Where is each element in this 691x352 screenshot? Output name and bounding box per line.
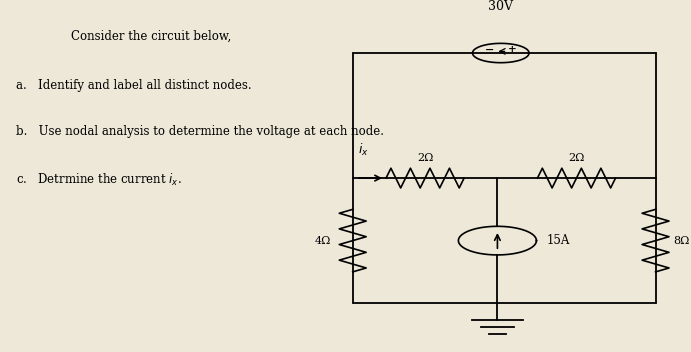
Text: +: +: [508, 45, 517, 54]
Text: 2Ω: 2Ω: [568, 153, 585, 163]
Text: $i_x$: $i_x$: [358, 142, 369, 158]
Text: c.   Detrmine the current $i_x$.: c. Detrmine the current $i_x$.: [16, 171, 182, 188]
Text: 30V: 30V: [489, 0, 513, 13]
Text: Consider the circuit below,: Consider the circuit below,: [70, 30, 231, 43]
Text: 2Ω: 2Ω: [417, 153, 433, 163]
Text: 15A: 15A: [547, 234, 570, 247]
Text: 8Ω: 8Ω: [673, 235, 690, 246]
Text: a.   Identify and label all distinct nodes.: a. Identify and label all distinct nodes…: [16, 79, 252, 92]
Text: b.   Use nodal analysis to determine the voltage at each node.: b. Use nodal analysis to determine the v…: [16, 125, 384, 138]
Text: 4Ω: 4Ω: [314, 235, 330, 246]
Text: −: −: [484, 44, 494, 55]
